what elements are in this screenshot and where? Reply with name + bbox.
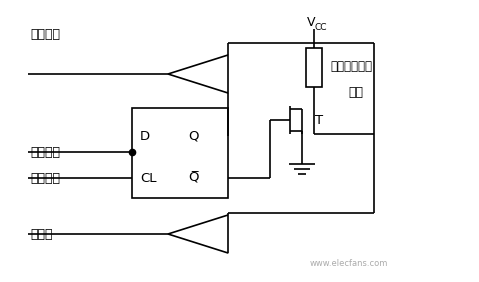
Text: CL: CL [140,171,157,184]
Bar [306,48,322,87]
Text: V: V [307,16,316,28]
Text: www.elecfans.com: www.elecfans.com [310,259,388,268]
Text: T: T [315,113,323,127]
Text: CC: CC [315,23,328,32]
Text: D: D [140,129,150,142]
Bar [132,108,228,198]
Text: 内部总线: 内部总线 [30,146,60,158]
Text: 读锁存器: 读锁存器 [30,28,60,41]
Text: 读引脚: 读引脚 [30,228,53,241]
Text: 内部上拉电阻: 内部上拉电阻 [330,61,372,74]
Text: Q̅: Q̅ [188,171,198,184]
Text: Q: Q [188,129,198,142]
Text: 写锁存器: 写锁存器 [30,171,60,184]
Text: 引脚: 引脚 [348,85,363,98]
